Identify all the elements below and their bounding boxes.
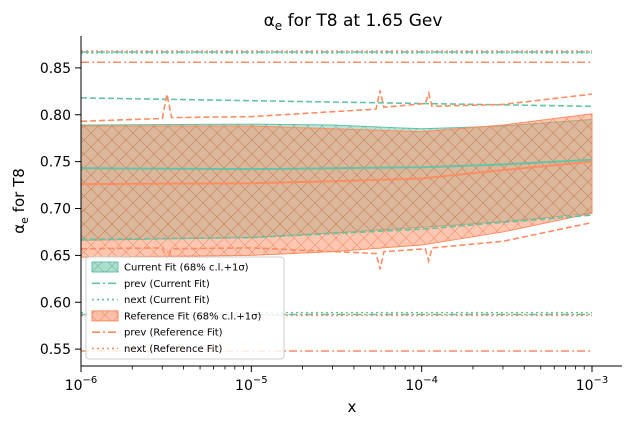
legend-label-3: Reference Fit (68% c.l.+1σ) (124, 311, 261, 322)
reference-fit-central-line (81, 160, 593, 186)
legend-label-4: prev (Reference Fit) (124, 328, 223, 339)
y-tick-label-2: 0.65 (40, 248, 71, 264)
chart-title: αe for T8 at 1.65 Gev (264, 11, 443, 33)
y-tick-label-1: 0.60 (40, 295, 71, 311)
current-prev-line-1 (81, 214, 593, 241)
legend-swatch-hatch-3 (92, 310, 118, 321)
x-tick-label-0: 10−6 (65, 375, 98, 394)
x-tick-label-1: 10−5 (235, 375, 268, 394)
legend-label-0: Current Fit (68% c.l.+1σ) (124, 263, 249, 274)
legend-swatch-hatch-0 (92, 262, 118, 272)
y-tick-label-3: 0.70 (40, 202, 71, 218)
y-tick-label-6: 0.85 (40, 61, 71, 77)
legend: Current Fit (68% c.l.+1σ) prev (Current F… (85, 256, 285, 360)
plot-area (81, 50, 593, 352)
current-fit-central-line (81, 158, 593, 171)
y-tick-label-0: 0.55 (40, 342, 71, 358)
legend-label-2: next (Current Fit) (124, 295, 210, 306)
y-tick-label-4: 0.75 (40, 155, 71, 171)
legend-label-1: prev (Current Fit) (124, 279, 210, 290)
y-tick-label-5: 0.80 (40, 108, 71, 124)
reference-prev-upper-line (81, 90, 593, 123)
current-prev-line-0 (81, 97, 593, 108)
y-axis-label: αe for T8 (10, 168, 31, 234)
axes: 10−6 10−5 10−4 10−3 0.55 0.60 0.65 0.70 0.75 0.80… (40, 36, 622, 394)
x-tick-label-3: 10−3 (576, 375, 609, 394)
x-tick-label-2: 10−4 (405, 375, 438, 394)
legend-box (85, 256, 285, 360)
legend-label-5: next (Reference Fit) (124, 344, 222, 355)
reference-fit-band-hatch (81, 113, 593, 258)
x-axis-label: x (348, 398, 357, 416)
